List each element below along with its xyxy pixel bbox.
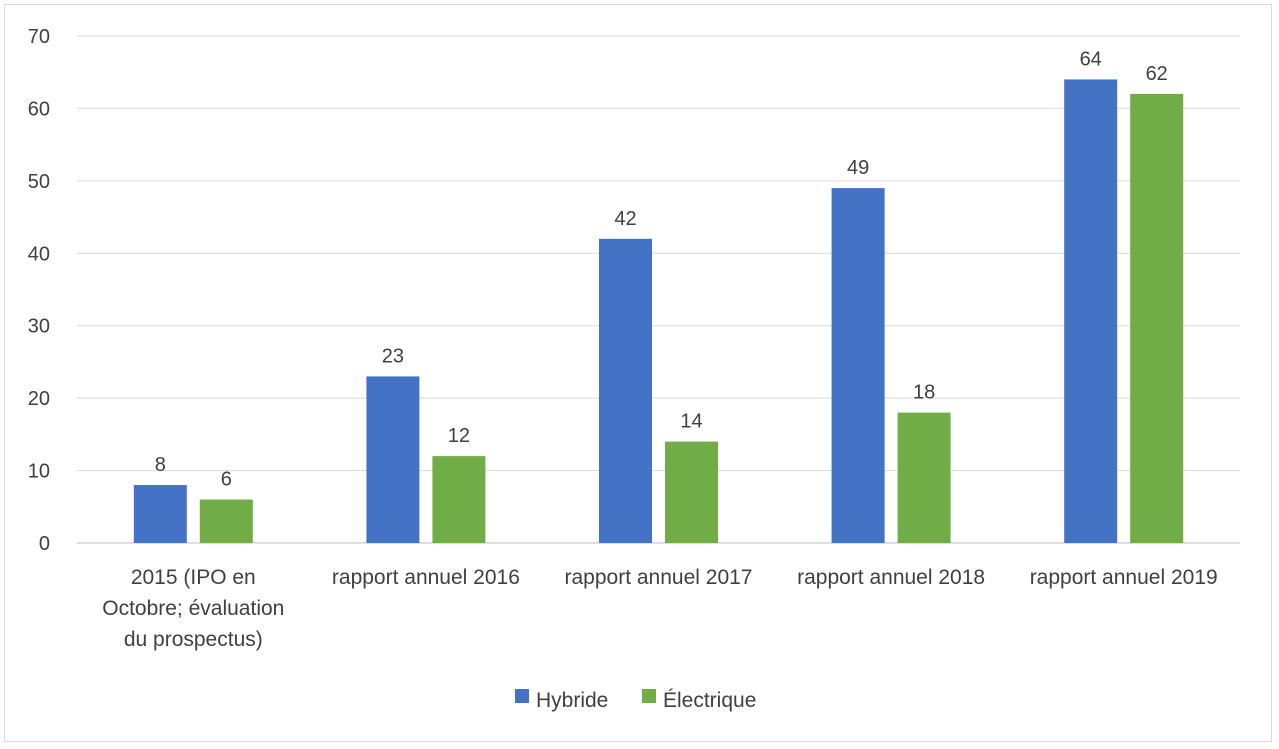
x-category-label: rapport annuel 2016 [332, 566, 520, 589]
legend-swatch [515, 689, 529, 703]
bar-hybride [1064, 79, 1118, 543]
y-tick-label: 50 [28, 171, 50, 193]
data-label: 23 [382, 345, 404, 367]
data-label: 64 [1080, 48, 1102, 70]
data-label: 42 [614, 208, 636, 230]
data-label: 62 [1146, 63, 1168, 85]
legend-swatch [642, 689, 656, 703]
y-tick-label: 70 [28, 26, 50, 48]
x-category-label: rapport annuel 2018 [797, 566, 985, 589]
data-label: 12 [448, 425, 470, 447]
y-tick-label: 40 [28, 243, 50, 265]
x-category-label: 2015 (IPO en [131, 566, 256, 589]
y-tick-label: 0 [39, 533, 50, 555]
x-category-label: Octobre; évaluation [102, 597, 284, 620]
bar-hybride [133, 485, 187, 543]
y-tick-label: 30 [28, 316, 50, 338]
y-tick-label: 10 [28, 461, 50, 483]
bar-hybride [599, 238, 652, 544]
x-category-label: rapport annuel 2019 [1030, 566, 1218, 589]
x-category-label: du prospectus) [124, 628, 263, 651]
data-label: 49 [847, 157, 869, 179]
bar-lectrique [432, 456, 486, 543]
data-label: 14 [680, 411, 702, 433]
bar-lectrique [665, 441, 718, 543]
legend-label: Hybride [536, 689, 608, 712]
y-tick-label: 20 [28, 388, 50, 410]
x-category-label: rapport annuel 2017 [565, 566, 753, 589]
bar-lectrique [1130, 93, 1184, 543]
bar-hybride [831, 188, 885, 543]
bar-lectrique [199, 499, 253, 543]
data-label: 6 [221, 469, 232, 491]
data-label: 8 [155, 454, 166, 476]
data-label: 18 [913, 382, 935, 404]
bar-hybride [366, 376, 420, 543]
y-tick-label: 60 [28, 98, 50, 120]
legend-label: Électrique [663, 689, 756, 712]
bar-lectrique [897, 412, 951, 543]
